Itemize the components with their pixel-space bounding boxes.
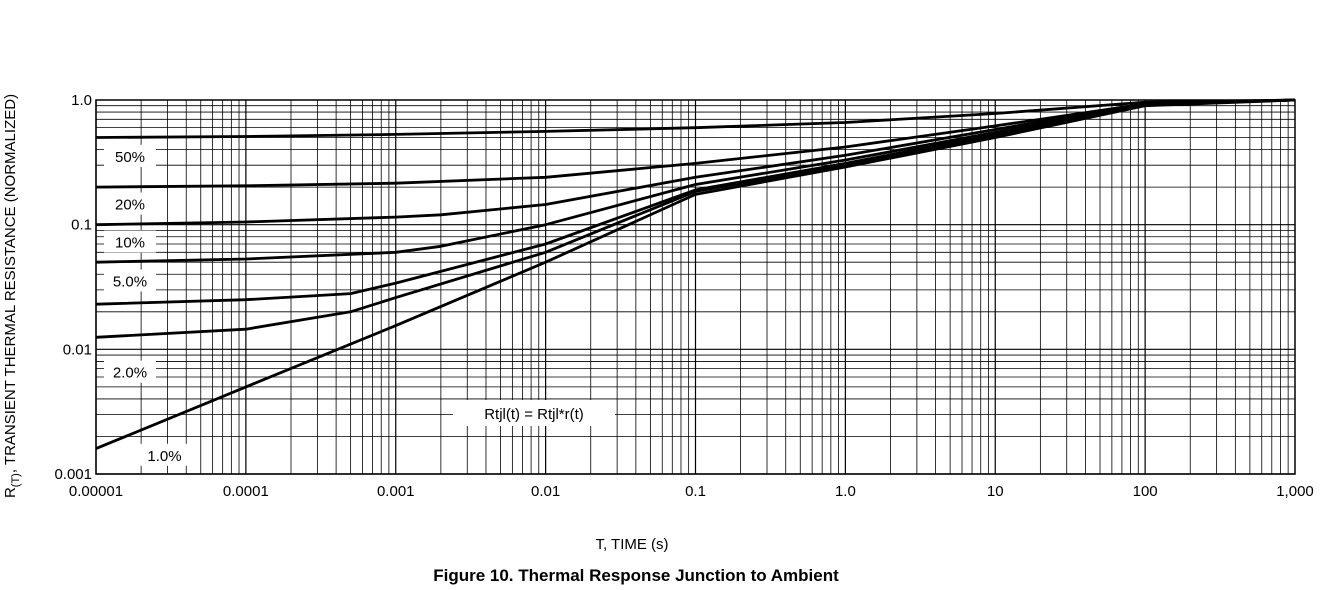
curve-label: 50%	[115, 149, 145, 166]
curve-label: 2.0%	[113, 365, 147, 382]
y-tick-label: 0.001	[54, 466, 92, 483]
x-tick-label: 0.1	[685, 483, 706, 500]
x-tick-label: 100	[1133, 483, 1158, 500]
curve-label: 20%	[115, 197, 145, 214]
curve-label-background	[104, 269, 156, 292]
y-tick-label: 0.1	[71, 217, 92, 234]
curves	[95, 98, 1296, 450]
plot-frame	[95, 99, 1296, 475]
x-axis-title: T, TIME (s)	[595, 536, 668, 553]
x-tick-label: 1.0	[835, 483, 856, 500]
formula-annotation-text: Rtjl(t) = Rtjl*r(t)	[484, 406, 584, 423]
curve-series	[95, 98, 1296, 139]
curve-label-background	[104, 360, 156, 383]
curve-label: 10%	[115, 234, 145, 251]
x-tick-label: 0.001	[377, 483, 415, 500]
curve-series	[95, 98, 1296, 450]
x-tick-label: 0.0001	[223, 483, 269, 500]
y-axis-title-prefix: R	[2, 487, 19, 498]
tick-labels: 0.00001 0.0001 0.001 0.01 0.1 1.0 10 100 1,000 1.…	[54, 92, 1313, 500]
curve-labels: 50% 20% 10% 5.0% 2.0% 1.0%	[104, 144, 191, 466]
x-tick-label: 1,000	[1276, 483, 1314, 500]
curve-series	[95, 98, 1296, 227]
y-tick-label: 0.01	[63, 341, 92, 358]
curve-label: 1.0%	[147, 448, 181, 465]
curve-label-background	[138, 443, 191, 466]
curve-label-background	[104, 192, 156, 215]
y-axis-title: R(T), TRANSIENT THERMAL RESISTANCE (NORM…	[2, 94, 22, 498]
grid-lines	[95, 100, 1295, 475]
y-axis-title-subscript: (T)	[10, 473, 22, 487]
curve-series	[95, 98, 1296, 339]
x-tick-label: 0.01	[531, 483, 560, 500]
y-tick-label: 1.0	[71, 92, 92, 109]
y-axis-title-rest: , TRANSIENT THERMAL RESISTANCE (NORMALIZ…	[2, 94, 19, 473]
x-tick-label: 0.00001	[69, 483, 123, 500]
figure-caption: Figure 10. Thermal Response Junction to …	[433, 566, 839, 585]
curve-label: 5.0%	[113, 274, 147, 291]
curve-label-background	[104, 144, 156, 167]
x-tick-label: 10	[987, 483, 1004, 500]
formula-annotation: Rtjl(t) = Rtjl*r(t)	[453, 400, 615, 426]
curve-label-background	[104, 230, 156, 253]
